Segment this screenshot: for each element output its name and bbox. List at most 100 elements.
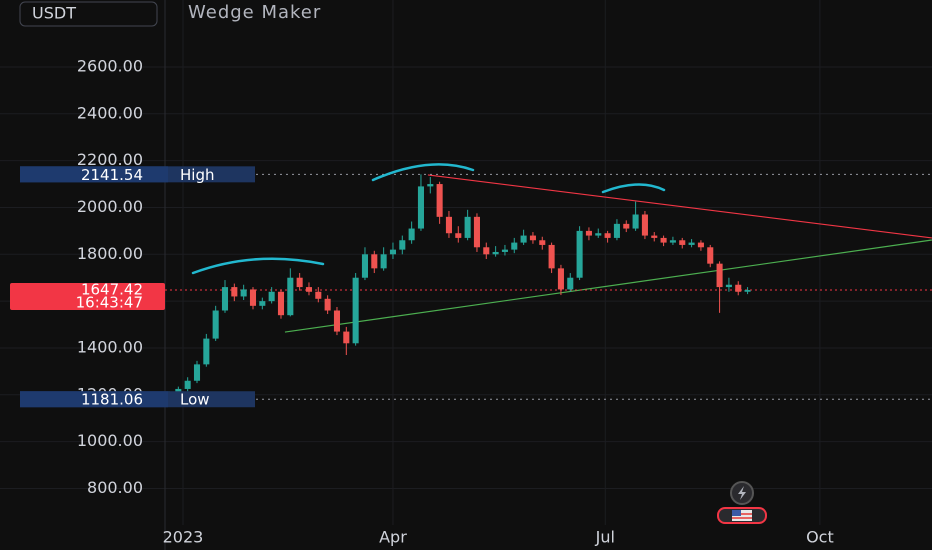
candle-body bbox=[520, 235, 527, 243]
candle-body bbox=[501, 249, 508, 252]
trend-line bbox=[284, 239, 932, 333]
y-tick-label: 1400.00 bbox=[77, 337, 143, 356]
reference-lines bbox=[165, 173, 932, 400]
candle-body bbox=[427, 184, 434, 187]
candle-body bbox=[613, 223, 620, 238]
y-tick-label: 2000.00 bbox=[77, 197, 143, 216]
candle-body bbox=[277, 291, 285, 316]
arc-drawing bbox=[601, 183, 666, 194]
candle-body bbox=[212, 310, 219, 339]
candle-body bbox=[352, 277, 359, 344]
price-label-value: 2141.54 bbox=[81, 166, 143, 184]
candle-body bbox=[557, 268, 564, 290]
x-tick-label: 2023 bbox=[163, 528, 204, 547]
candle-body bbox=[529, 235, 536, 241]
candle-body bbox=[231, 287, 238, 297]
candle-body bbox=[651, 235, 658, 238]
last-price-value: 1647.42 bbox=[81, 281, 143, 299]
last-price-box bbox=[10, 283, 165, 311]
candle-body bbox=[287, 277, 294, 316]
price-label-value-box bbox=[20, 391, 168, 408]
price-label-name: Low bbox=[180, 391, 210, 409]
candle-body bbox=[371, 254, 378, 269]
candle-body bbox=[389, 249, 396, 255]
y-tick-label: 2600.00 bbox=[77, 56, 143, 75]
price-label-name: High bbox=[180, 166, 214, 184]
candle-body bbox=[567, 277, 574, 290]
candle-body bbox=[641, 214, 648, 236]
candle-body bbox=[408, 228, 415, 241]
flag-icon bbox=[732, 510, 752, 521]
candle-body bbox=[464, 216, 471, 238]
candle-body bbox=[184, 380, 191, 389]
candle-body bbox=[399, 240, 406, 250]
candle-body bbox=[735, 284, 742, 292]
candle-body bbox=[688, 242, 695, 245]
arc-drawing bbox=[371, 163, 475, 182]
candle-body bbox=[333, 310, 341, 332]
y-tick-label: 800.00 bbox=[87, 478, 143, 497]
symbol-button[interactable] bbox=[19, 1, 158, 27]
price-label-value-box bbox=[20, 166, 168, 183]
candle-body bbox=[697, 242, 704, 248]
candle-body bbox=[315, 291, 322, 299]
candle-body bbox=[324, 298, 331, 311]
candle-body bbox=[259, 301, 266, 306]
icons bbox=[717, 481, 767, 524]
candle-body bbox=[473, 216, 480, 248]
candle-body bbox=[744, 290, 751, 292]
candle-body bbox=[436, 184, 443, 217]
candle-body bbox=[361, 254, 369, 278]
symbol[interactable]: USDT bbox=[32, 4, 76, 23]
candle-body bbox=[632, 214, 639, 229]
candle-body bbox=[380, 254, 387, 269]
candle-body bbox=[268, 291, 275, 302]
candle-body bbox=[669, 240, 676, 243]
candle-body bbox=[455, 233, 462, 238]
candle-body bbox=[492, 251, 499, 255]
candle-body bbox=[193, 364, 201, 381]
header: USDT Wedge Maker bbox=[19, 1, 321, 27]
x-tick-label: Oct bbox=[806, 528, 834, 547]
last-price-countdown: 16:43:47 bbox=[76, 294, 143, 312]
candle-body bbox=[483, 247, 490, 255]
candle-body bbox=[539, 240, 546, 245]
candle-body bbox=[221, 287, 229, 311]
candle-body bbox=[249, 289, 257, 306]
candle-body bbox=[305, 287, 313, 292]
candle-body bbox=[585, 230, 592, 236]
candle-body bbox=[511, 242, 518, 250]
candle-body bbox=[445, 216, 452, 234]
candle-body bbox=[660, 237, 667, 243]
indicator-title: Wedge Maker bbox=[188, 2, 321, 23]
candle-body bbox=[417, 186, 424, 229]
y-tick-label: 1800.00 bbox=[77, 244, 143, 263]
candle-body bbox=[296, 277, 303, 288]
candle-body bbox=[679, 240, 686, 245]
candle-body bbox=[576, 230, 583, 278]
candle-body bbox=[623, 223, 630, 229]
y-tick-label: 2400.00 bbox=[77, 103, 143, 122]
x-tick-label: Apr bbox=[379, 528, 407, 547]
candle-body bbox=[548, 244, 555, 269]
candle-body bbox=[595, 233, 602, 236]
flag-canton bbox=[732, 510, 741, 516]
x-tick-label: Jul bbox=[595, 528, 615, 547]
candle-body bbox=[707, 247, 714, 264]
arc-drawing bbox=[191, 257, 325, 275]
candle-body bbox=[604, 233, 611, 238]
candle-body bbox=[203, 338, 210, 365]
drawings bbox=[191, 163, 666, 275]
y-tick-label: 1000.00 bbox=[77, 431, 143, 450]
trend-line bbox=[427, 174, 932, 239]
candle-body bbox=[716, 263, 723, 288]
candles bbox=[165, 174, 751, 400]
candle-body bbox=[725, 284, 732, 288]
lightning-icon bbox=[738, 486, 746, 500]
candle-body bbox=[343, 331, 350, 344]
candle-body bbox=[240, 289, 247, 297]
